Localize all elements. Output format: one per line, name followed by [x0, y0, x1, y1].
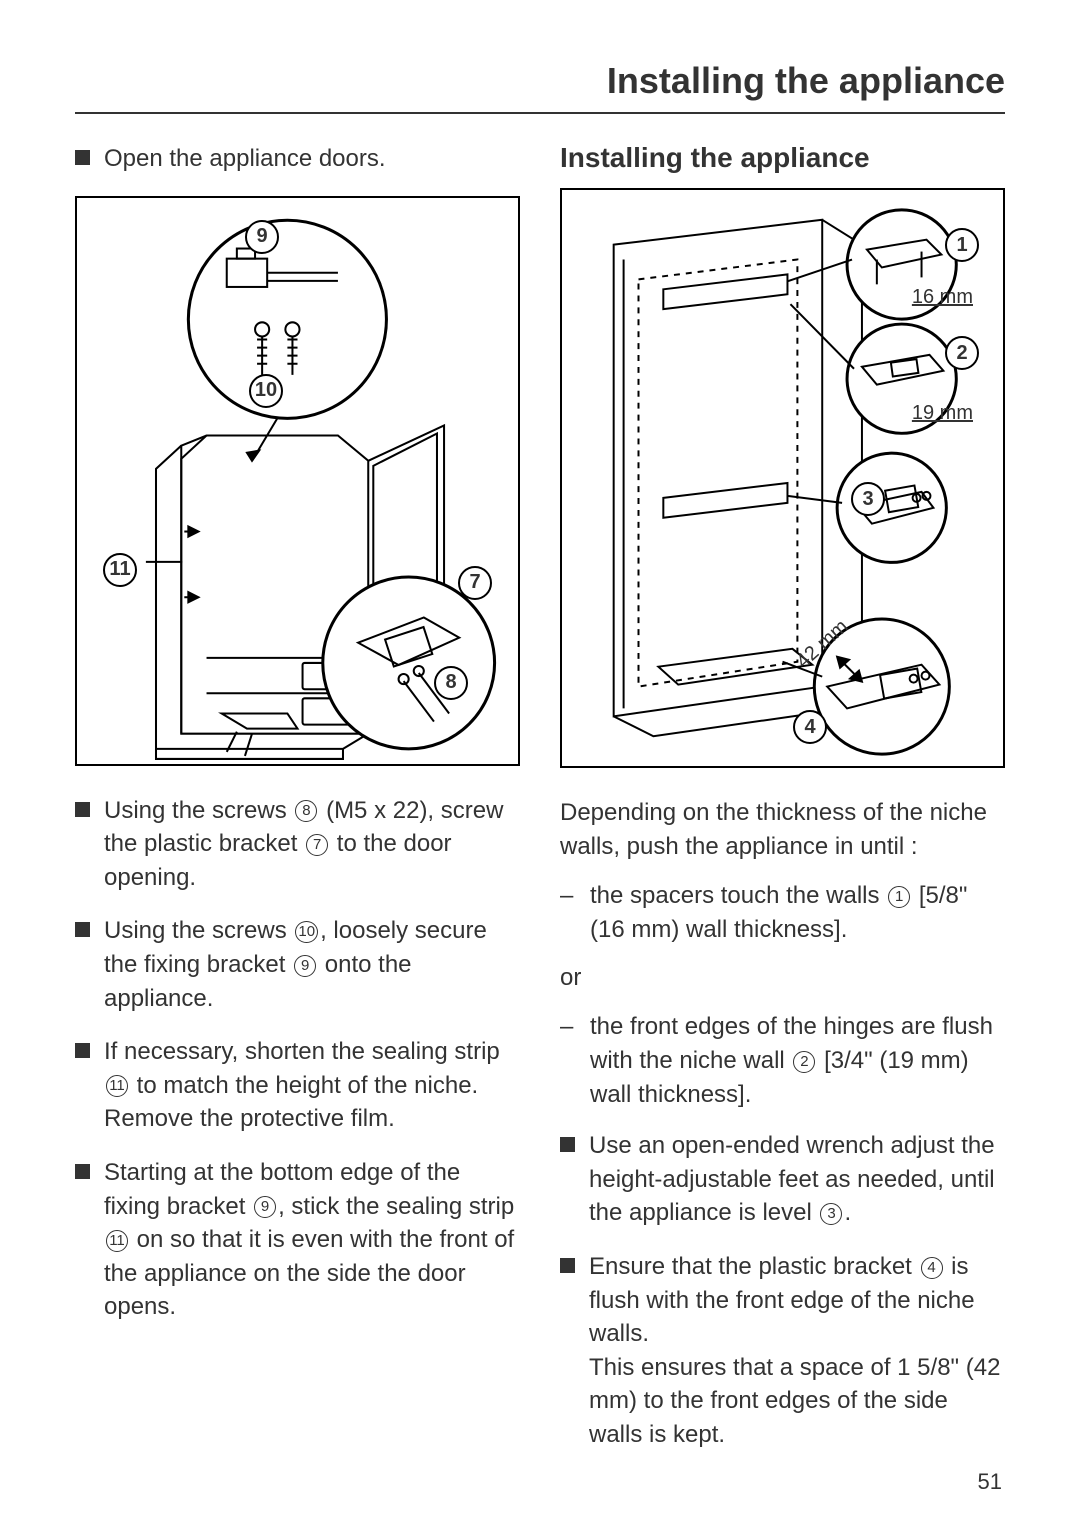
square-bullet-icon	[560, 1137, 575, 1152]
callout-badge-7: 7	[458, 566, 492, 600]
callout-badge-3: 3	[851, 482, 885, 516]
square-bullet-icon	[75, 1164, 90, 1179]
ref-circled: 11	[106, 1075, 128, 1097]
dash-bullet-icon: –	[560, 879, 578, 913]
page-title: Installing the appliance	[75, 60, 1005, 114]
square-bullet-icon	[75, 802, 90, 817]
page-number: 51	[978, 1469, 1002, 1495]
step-text: If necessary, shorten the sealing strip …	[104, 1035, 520, 1136]
ref-circled: 10	[295, 921, 318, 943]
instruction-step: Using the screws 10, loosely secure the …	[75, 914, 520, 1015]
ref-circled: 7	[306, 834, 328, 856]
callout-badge-2: 2	[945, 336, 979, 370]
square-bullet-icon	[75, 922, 90, 937]
ref-circled: 2	[793, 1051, 815, 1073]
ref-circled: 1	[888, 886, 910, 908]
right-figure: 1 16 mm 2 19 mm 3 42 mm 4	[560, 188, 1005, 768]
instruction-step: Using the screws 8 (M5 x 22), screw the …	[75, 794, 520, 895]
dim-19mm: 19 mm	[912, 402, 973, 425]
dash-bullet-icon: –	[560, 1010, 578, 1044]
callout-badge-10: 10	[249, 374, 283, 408]
instruction-step: Ensure that the plastic bracket 4 is flu…	[560, 1250, 1005, 1452]
left-steps-list: Using the screws 8 (M5 x 22), screw the …	[75, 794, 520, 1324]
square-bullet-icon	[75, 1043, 90, 1058]
instruction-step: Starting at the bottom edge of the fixin…	[75, 1156, 520, 1324]
callout-badge-8: 8	[434, 666, 468, 700]
right-steps-list: Use an open-ended wrench adjust the heig…	[560, 1129, 1005, 1451]
left-figure: 9 10 11 7 8	[75, 196, 520, 766]
step-text: Using the screws 8 (M5 x 22), screw the …	[104, 794, 520, 895]
step-text: Using the screws 10, loosely secure the …	[104, 914, 520, 1015]
step-text: Use an open-ended wrench adjust the heig…	[589, 1129, 1005, 1230]
niche-install-drawing-icon	[562, 190, 1003, 766]
square-bullet-icon	[75, 150, 90, 165]
ref-circled: 8	[295, 800, 317, 822]
ref-circled: 3	[820, 1203, 842, 1225]
right-dash-1: – the spacers touch the walls 1 [5/8" (1…	[560, 879, 1005, 946]
callout-badge-11: 11	[103, 553, 137, 587]
instruction-step: If necessary, shorten the sealing strip …	[75, 1035, 520, 1136]
step-text: Starting at the bottom edge of the fixin…	[104, 1156, 520, 1324]
left-column: Open the appliance doors.	[75, 142, 520, 1472]
two-column-layout: Open the appliance doors.	[75, 142, 1005, 1472]
ref-circled: 9	[294, 955, 316, 977]
dash2-content: the front edges of the hinges are flush …	[590, 1010, 1005, 1111]
dash1-content: the spacers touch the walls 1 [5/8" (16 …	[590, 879, 1005, 946]
ref-circled: 9	[254, 1196, 276, 1218]
callout-badge-4: 4	[793, 710, 827, 744]
callout-badge-9: 9	[245, 220, 279, 254]
dim-16mm: 16 mm	[912, 286, 973, 309]
callout-badge-1: 1	[945, 228, 979, 262]
right-column: Installing the appliance	[560, 142, 1005, 1472]
ref-circled: 4	[921, 1257, 943, 1279]
ref-circled: 11	[106, 1230, 128, 1252]
or-text: or	[560, 964, 1005, 992]
right-subheading: Installing the appliance	[560, 142, 1005, 174]
left-intro-step: Open the appliance doors.	[75, 142, 520, 176]
step-text: Ensure that the plastic bracket 4 is flu…	[589, 1250, 1005, 1452]
right-intro-text: Depending on the thickness of the niche …	[560, 796, 1005, 863]
instruction-step: Use an open-ended wrench adjust the heig…	[560, 1129, 1005, 1230]
square-bullet-icon	[560, 1258, 575, 1273]
left-intro-text: Open the appliance doors.	[104, 142, 386, 176]
right-dash-2: – the front edges of the hinges are flus…	[560, 1010, 1005, 1111]
